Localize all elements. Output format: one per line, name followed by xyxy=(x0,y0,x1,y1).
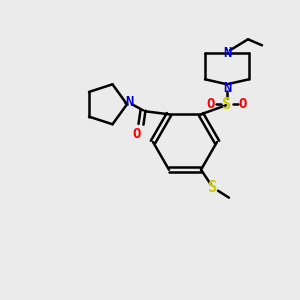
Text: O: O xyxy=(239,97,247,111)
Text: N: N xyxy=(125,95,133,109)
Text: O: O xyxy=(207,97,215,111)
Text: N: N xyxy=(223,46,231,60)
Text: N: N xyxy=(223,81,231,95)
Text: O: O xyxy=(133,127,141,141)
Text: S: S xyxy=(208,180,217,195)
Text: S: S xyxy=(222,97,232,112)
